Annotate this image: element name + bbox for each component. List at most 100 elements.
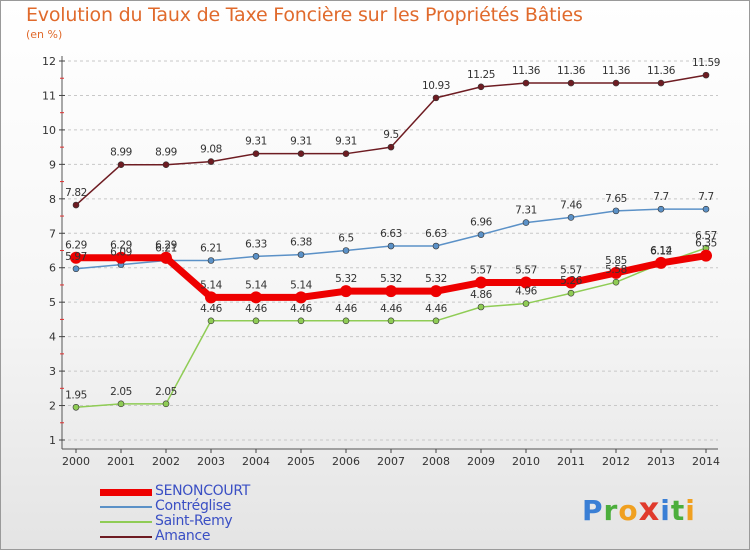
data-label-amance: 8.99: [110, 147, 132, 159]
data-point-saint-remy: [432, 317, 440, 325]
legend-label: Contréglise: [155, 498, 232, 514]
data-point-amance: [207, 158, 215, 165]
x-tick-label: 2005: [287, 455, 315, 468]
x-tick-label: 2000: [62, 455, 90, 468]
data-point-senoncourt: [700, 249, 712, 262]
data-label-amance: 7.82: [65, 187, 87, 199]
data-label-senoncourt: 5.32: [425, 273, 447, 285]
x-tick-label: 2003: [197, 455, 225, 468]
data-point-saint-remy: [477, 303, 485, 311]
y-tick-label: 9: [49, 158, 56, 171]
data-point-saint-remy: [252, 317, 260, 325]
data-label-saint-remy: 5.26: [560, 275, 582, 287]
legend-item: Saint-Remy: [100, 513, 300, 529]
data-label-contréglise: 6.09: [110, 247, 132, 259]
data-label-saint-remy: 2.05: [155, 386, 177, 398]
data-point-saint-remy: [117, 400, 125, 408]
data-point-contréglise: [297, 251, 305, 258]
y-tick-label: 1: [49, 434, 56, 447]
data-label-amance: 8.99: [155, 147, 177, 159]
data-label-contréglise: 6.63: [425, 228, 447, 240]
data-label-senoncourt: 5.85: [605, 255, 627, 267]
x-tick-label: 2010: [512, 455, 540, 468]
x-tick-label: 2006: [332, 455, 360, 468]
x-tick-label: 2004: [242, 455, 270, 468]
y-tick-label: 12: [42, 55, 56, 68]
data-point-saint-remy: [567, 289, 575, 297]
y-tick-label: 8: [49, 193, 56, 206]
y-tick-label: 6: [49, 262, 56, 275]
data-label-amance: 11.36: [557, 65, 586, 77]
data-point-amance: [432, 94, 440, 102]
legend-item: Amance: [100, 528, 300, 544]
data-label-senoncourt: 6.35: [695, 238, 717, 250]
data-label-amance: 11.36: [602, 65, 631, 77]
legend-swatch: [100, 536, 152, 538]
data-point-saint-remy: [612, 278, 620, 286]
data-label-amance: 11.36: [647, 65, 676, 77]
data-label-contréglise: 6.96: [470, 217, 492, 229]
data-point-contréglise: [342, 247, 350, 254]
data-label-saint-remy: 4.86: [470, 289, 492, 301]
x-tick-label: 2001: [107, 455, 135, 468]
x-tick-label: 2002: [152, 455, 180, 468]
data-point-senoncourt: [295, 291, 307, 304]
x-tick-label: 2012: [602, 455, 630, 468]
x-tick-label: 2009: [467, 455, 495, 468]
data-point-senoncourt: [385, 285, 397, 298]
data-label-senoncourt: 6.14: [650, 245, 672, 257]
data-point-amance: [117, 161, 125, 169]
data-label-senoncourt: 6.29: [65, 240, 87, 252]
data-point-saint-remy: [297, 317, 305, 325]
data-label-amance: 11.25: [467, 69, 495, 81]
data-label-amance: 9.31: [290, 136, 312, 148]
data-point-saint-remy: [72, 403, 80, 411]
data-label-amance: 11.59: [692, 57, 720, 69]
data-label-contréglise: 5.97: [65, 251, 87, 263]
data-point-senoncourt: [70, 251, 82, 264]
chart-title: Evolution du Taux de Taxe Foncière sur l…: [26, 4, 583, 26]
data-label-senoncourt: 5.14: [290, 279, 312, 291]
data-label-amance: 11.36: [512, 65, 541, 77]
data-label-contréglise: 6.21: [155, 242, 177, 254]
x-tick-label: 2008: [422, 455, 450, 468]
data-label-amance: 9.31: [245, 136, 267, 148]
data-point-contréglise: [522, 219, 530, 226]
data-label-senoncourt: 5.32: [380, 273, 402, 285]
data-point-amance: [72, 201, 80, 209]
data-point-saint-remy: [387, 317, 395, 325]
data-label-contréglise: 6.63: [380, 228, 402, 240]
data-label-amance: 9.5: [383, 129, 399, 141]
data-point-amance: [522, 79, 530, 87]
data-point-saint-remy: [162, 400, 170, 408]
data-point-saint-remy: [207, 317, 215, 325]
data-point-senoncourt: [475, 276, 487, 289]
data-point-contréglise: [72, 265, 80, 273]
data-label-saint-remy: 2.05: [110, 386, 132, 398]
data-label-saint-remy: 4.46: [200, 303, 222, 315]
x-tick-label: 2011: [557, 455, 585, 468]
data-label-senoncourt: 5.14: [200, 279, 222, 291]
y-axis-label: (en %): [26, 28, 63, 41]
legend-label: Saint-Remy: [155, 513, 233, 529]
data-label-contréglise: 7.7: [698, 191, 714, 203]
legend-swatch: [100, 506, 152, 508]
chart-legend: SENONCOURT Contréglise Saint-Remy Amance: [100, 483, 300, 544]
data-point-contréglise: [612, 207, 620, 215]
data-point-senoncourt: [520, 276, 532, 289]
legend-item: Contréglise: [100, 498, 300, 514]
data-label-amance: 10.93: [422, 80, 450, 92]
data-point-amance: [162, 161, 170, 169]
data-point-contréglise: [432, 242, 440, 250]
data-label-saint-remy: 4.46: [380, 303, 402, 315]
legend-label: Amance: [155, 528, 211, 544]
data-label-saint-remy: 6.12: [650, 246, 672, 258]
data-point-saint-remy: [522, 300, 530, 307]
data-label-senoncourt: 5.57: [560, 265, 582, 277]
legend-label: SENONCOURT: [155, 483, 251, 499]
data-label-amance: 9.31: [335, 136, 357, 148]
data-point-senoncourt: [430, 285, 442, 298]
y-tick-label: 11: [42, 89, 56, 102]
